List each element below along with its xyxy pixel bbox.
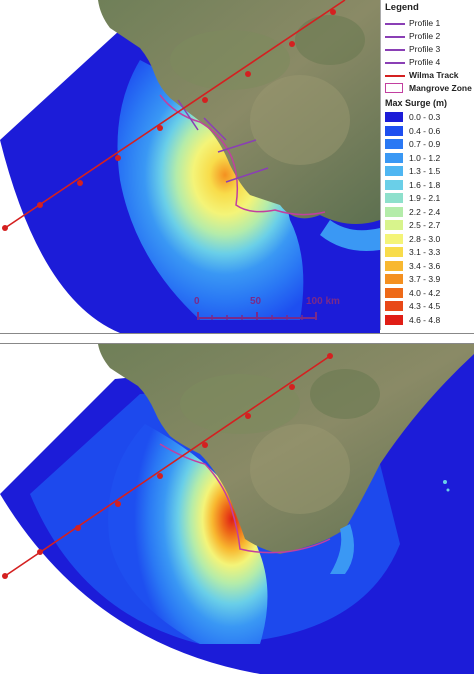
- land-texture-b1: [180, 374, 300, 434]
- land-texture-b3: [310, 369, 380, 419]
- mangrove-zone-outline-bottom: [159, 443, 331, 554]
- surge-class-swatch: [385, 301, 403, 311]
- profile-2-swatch: [385, 36, 405, 38]
- surge-class-label: 1.3 - 1.5: [409, 166, 441, 176]
- east-coast-band: [320, 220, 380, 251]
- surge-class-swatch: [385, 166, 403, 176]
- surge-class-label: 0.4 - 0.6: [409, 125, 441, 136]
- profile-3-line: [217, 139, 257, 153]
- land-texture-1: [170, 30, 290, 90]
- legend-title: Legend: [385, 2, 419, 13]
- land-texture-3: [295, 15, 365, 65]
- mangrove-swatch: [385, 83, 403, 93]
- surge-class-swatch: [385, 152, 403, 163]
- surge-class-label: 4.3 - 4.5: [409, 301, 441, 311]
- track-swatch: [385, 75, 405, 77]
- surge-class-label: 2.5 - 2.7: [409, 220, 441, 230]
- surge-class-swatch: [385, 112, 403, 122]
- east-coast-band-bottom: [330, 524, 354, 574]
- surge-class-swatch: [385, 233, 403, 244]
- surge-class-swatch: [385, 220, 403, 230]
- profile-1-label: Profile 1: [409, 18, 441, 28]
- surge-class-label: 3.1 - 3.3: [409, 247, 441, 257]
- surge-class-label: 0.7 - 0.9: [409, 139, 441, 149]
- land-texture-2: [250, 75, 350, 165]
- scale-label-0: 0: [194, 296, 200, 307]
- scale-bar-graphic: [197, 312, 317, 320]
- surge-class-swatch: [385, 274, 403, 284]
- scale-label-100: 100 km: [306, 296, 340, 307]
- wilma-track-line-bottom: [4, 355, 331, 577]
- scale-bar: 0 50 100 km: [192, 296, 352, 326]
- profile-2-line: [203, 117, 227, 141]
- wilma-track-points: [2, 9, 336, 231]
- surge-map-bottom: [0, 344, 474, 674]
- surge-class-label: 3.4 - 3.6: [409, 260, 441, 271]
- profile-3-swatch: [385, 49, 405, 51]
- surge-legend-title: Max Surge (m): [385, 98, 448, 108]
- surge-class-swatch: [385, 206, 403, 217]
- surge-class-label: 1.0 - 1.2: [409, 152, 441, 163]
- surge-class-label: 4.0 - 4.2: [409, 287, 441, 298]
- map-panel-bottom: [0, 343, 474, 674]
- domain-edge: [0, 140, 120, 333]
- mangrove-label: Mangrove Zone: [409, 83, 472, 93]
- track-label: Wilma Track: [409, 70, 459, 80]
- profile-4-line: [225, 167, 269, 183]
- surge-class-label: 1.6 - 1.8: [409, 179, 441, 190]
- profile-4-label: Profile 4: [409, 57, 441, 67]
- mangrove-zone-outline: [159, 94, 326, 216]
- profile-4-swatch: [385, 62, 405, 64]
- surge-class-swatch: [385, 287, 403, 298]
- keys-islands: [443, 480, 450, 492]
- surge-class-swatch: [385, 125, 403, 136]
- profile-3-label: Profile 3: [409, 44, 441, 54]
- surge-class-label: 0.0 - 0.3: [409, 112, 441, 122]
- surge-plume: [117, 60, 304, 320]
- map-panel-top: 0 50 100 km Legend Profile 1 Profile 2: [0, 0, 474, 334]
- surge-class-label: 1.9 - 2.1: [409, 193, 441, 203]
- surge-class-label: 4.6 - 4.8: [409, 314, 441, 325]
- surge-class-swatch: [385, 193, 403, 203]
- surge-class-swatch: [385, 179, 403, 190]
- surge-class-swatch: [385, 139, 403, 149]
- scale-label-50: 50: [250, 296, 262, 307]
- profile-1-line: [177, 99, 199, 131]
- surge-class-swatch: [385, 247, 403, 257]
- land-texture-b2: [250, 424, 350, 514]
- profile-1-swatch: [385, 23, 405, 25]
- surge-class-label: 2.8 - 3.0: [409, 233, 441, 244]
- profile-2-label: Profile 2: [409, 31, 441, 41]
- surge-class-label: 3.7 - 3.9: [409, 274, 441, 284]
- surge-class-label: 2.2 - 2.4: [409, 206, 441, 217]
- surge-class-swatch: [385, 260, 403, 271]
- surge-class-swatch: [385, 314, 403, 325]
- map-legend: Legend Profile 1 Profile 2 Profile 3 Pro…: [380, 0, 474, 330]
- wilma-track-line: [4, 0, 346, 229]
- wilma-track-points-bottom: [2, 353, 333, 579]
